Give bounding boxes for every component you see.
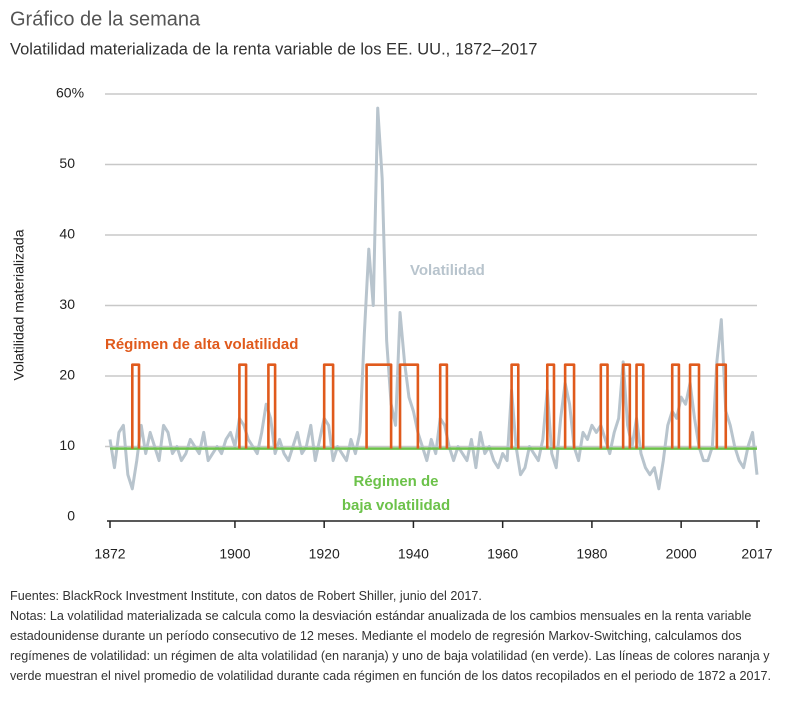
x-tick-label: 1872 [94, 546, 125, 562]
y-tick-label: 60% [56, 85, 84, 101]
x-tick-label: 1960 [487, 546, 518, 562]
y-tick-label: 20 [59, 367, 75, 383]
y-axis-label: Volatilidad materializada [11, 229, 27, 380]
y-tick-label: 40 [59, 226, 75, 242]
y-tick-label: 30 [59, 296, 75, 312]
chart-subtitle: Volatilidad materializada de la renta va… [10, 40, 537, 58]
y-tick-label: 50 [59, 155, 75, 171]
y-tick-label: 10 [59, 437, 75, 453]
x-tick-label: 2000 [666, 546, 697, 562]
series-line [131, 363, 728, 449]
x-tick-label: 1980 [576, 546, 607, 562]
annotation: baja volatilidad [342, 497, 450, 514]
series-label: Volatilidad [410, 262, 485, 279]
chart-title: Gráfico de la semana [10, 8, 201, 30]
x-tick-label: 1920 [309, 546, 340, 562]
chart: Gráfico de la semana Volatilidad materia… [10, 8, 773, 562]
x-tick-label: 1940 [398, 546, 429, 562]
footer: Fuentes: BlackRock Investment Institute,… [10, 586, 790, 686]
y-tick-label: 0 [67, 508, 75, 524]
x-tick-label: 2017 [741, 546, 772, 562]
notes: Notas: La volatilidad materializada se c… [10, 609, 772, 683]
source: Fuentes: BlackRock Investment Institute,… [10, 589, 482, 603]
x-tick-label: 1900 [219, 546, 250, 562]
series-label: Régimen de alta volatilidad [105, 336, 298, 353]
annotation: Régimen de [353, 473, 438, 490]
